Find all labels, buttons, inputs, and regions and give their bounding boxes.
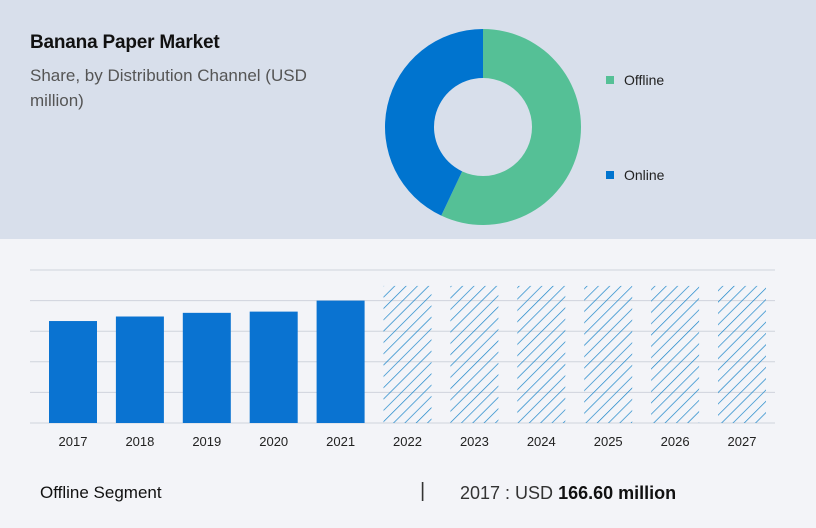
x-tick-2025: 2025	[594, 434, 623, 449]
bar-2020	[249, 311, 298, 423]
chart-title: Banana Paper Market	[30, 32, 220, 53]
legend-swatch-offline	[606, 76, 614, 84]
bar-2023	[450, 285, 499, 423]
legend-label-offline: Offline	[624, 72, 665, 88]
bar-2024	[517, 285, 566, 423]
legend-swatch-online	[606, 171, 614, 179]
footer-year-prefix: 2017 : USD	[460, 483, 559, 503]
x-tick-2023: 2023	[460, 434, 489, 449]
x-tick-2026: 2026	[661, 434, 690, 449]
footer-value: 2017 : USD 166.60 million	[460, 483, 676, 504]
bar-2019	[182, 312, 231, 423]
footer-segment-label: Offline Segment	[40, 483, 162, 502]
x-tick-2017: 2017	[59, 434, 88, 449]
bar-2018	[115, 316, 164, 423]
donut-chart	[385, 29, 581, 225]
x-tick-2021: 2021	[326, 434, 355, 449]
footer-value-amount: 166.60 million	[558, 483, 677, 503]
legend-label-online: Online	[624, 167, 665, 183]
bar-2017	[49, 321, 97, 423]
x-tick-labels: 2017 2018 2019 2020 2021 2022 2023 2024 2025 2026…	[59, 434, 757, 449]
x-tick-2019: 2019	[192, 434, 221, 449]
bar-2021	[316, 300, 365, 423]
x-tick-2027: 2027	[728, 434, 757, 449]
footer-divider: |	[420, 480, 426, 502]
legend-item-online: Online	[606, 167, 664, 183]
donut-slice-offline	[441, 29, 581, 225]
chart-subtitle: Share, by Distribution Channel (USD mill…	[30, 66, 307, 110]
x-tick-2022: 2022	[393, 434, 422, 449]
bar-2025	[584, 285, 633, 423]
x-tick-2020: 2020	[259, 434, 288, 449]
bars	[49, 285, 766, 423]
bar-2022	[383, 285, 432, 423]
x-tick-2018: 2018	[125, 434, 154, 449]
bar-2027	[718, 285, 766, 423]
donut-slice-online	[385, 29, 483, 216]
bar-chart: 2017 2018 2019 2020 2021 2022 2023 2024 2025 2026…	[30, 269, 775, 449]
x-tick-2024: 2024	[527, 434, 556, 449]
bar-2026	[651, 285, 700, 423]
legend-item-offline: Offline	[606, 72, 664, 88]
